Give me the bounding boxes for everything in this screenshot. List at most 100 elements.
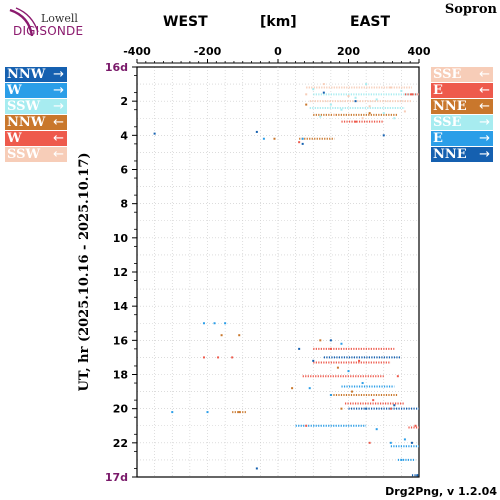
echo-point [358,359,361,362]
echo-point [305,93,308,96]
legend-label: E [433,83,443,98]
footer-version: Drg2Png, v 1.2.04 [385,485,497,498]
arrow-left-icon: ← [53,131,64,146]
echo-point [308,387,311,390]
echo-point [375,428,378,431]
echo-point [206,411,209,414]
arrow-right-icon: → [53,99,64,114]
arrow-right-icon: → [53,83,64,98]
echo-point [347,95,350,98]
left-legend-item: W → [5,83,67,98]
arrow-right-icon: → [479,131,490,146]
echo-point [375,98,378,101]
legend-label: W [7,131,22,146]
arrow-right-icon: → [479,115,490,130]
echo-point [372,399,375,402]
echo-point [312,88,315,91]
echo-point [273,137,276,140]
right-legend-item: E ← [431,83,493,98]
echo-point [333,113,336,116]
echo-point [312,359,315,362]
x-tick-label: 400 [408,45,431,58]
legend-label: W [7,83,22,98]
arrow-left-icon: ← [479,83,490,98]
echo-point [351,390,354,393]
station-name: Sopron [444,2,497,17]
logo-lowell-text: Lowell [41,12,78,25]
echo-point [305,103,308,106]
echo-point [410,441,413,444]
echo-point [414,424,417,427]
arrow-left-icon: ← [53,147,64,162]
echo-point [382,112,385,115]
echo-point [217,356,220,359]
right-legend-item: SSE ← [431,67,493,82]
echo-point [354,120,357,123]
echo-point [368,112,371,115]
legend-label: SSW [7,147,41,162]
echo-point [329,339,332,342]
y-tick-label: 8 [120,198,128,211]
echo-point [298,141,301,144]
legend-label: NNE [433,99,467,114]
echo-point [396,375,399,378]
echo-point [262,137,265,140]
echo-point [368,105,371,108]
legend-label: NNW [7,115,46,130]
echo-point [354,100,357,103]
y-tick-label: 22 [113,437,128,450]
echo-point [368,441,371,444]
echo-point [213,322,216,325]
y-tick-label: 2 [120,95,128,108]
echo-point [305,424,308,427]
echo-point [319,339,322,342]
echo-point [202,322,205,325]
arrow-right-icon: → [479,147,490,162]
echo-point [403,110,406,113]
echo-point [340,108,343,111]
x-tick-label: 0 [274,45,282,58]
y-tick-label: 16 [113,334,129,347]
echo-point [319,115,322,118]
echo-point [410,93,413,96]
echo-point [329,103,332,106]
digisonde-logo [8,6,108,40]
y-tick-label: 17d [105,471,128,484]
echo-point [400,89,403,92]
echo-point [365,407,368,410]
echo-point [322,91,325,94]
legend-label: SSW [7,99,41,114]
echo-point [202,356,205,359]
right-legend-item: NNE ← [431,99,493,114]
legend-label: NNE [433,147,467,162]
left-legend-item: SSW → [5,99,67,114]
y-tick-label: 10 [113,232,129,245]
x-tick-label: -400 [123,45,151,58]
arrow-left-icon: ← [53,115,64,130]
logo-wave-icon [9,7,39,37]
echo-point [255,467,258,470]
echo-point [336,366,339,369]
echo-point [340,342,343,345]
echo-point [301,142,304,145]
x-tick-label: -200 [194,45,222,58]
echo-point [298,347,301,350]
y-tick-label: 16d [105,61,128,74]
east-label: EAST [350,14,391,30]
echo-point [238,334,241,337]
echo-point [400,458,403,461]
echo-point [403,438,406,441]
echo-point [361,117,364,120]
echo-point [393,117,396,120]
echo-point [238,411,241,414]
echo-point [220,334,223,337]
logo-digisonde-text: DIGISONDE [13,24,84,38]
legend-label: E [433,131,443,146]
left-legend-item: NNW → [5,67,67,82]
y-tick-label: 20 [113,403,129,416]
echo-point [329,394,332,396]
x-tick-label: 200 [337,45,360,58]
echo-point [340,407,343,410]
arrow-left-icon: ← [479,67,490,82]
y-tick-label: 6 [120,164,128,177]
